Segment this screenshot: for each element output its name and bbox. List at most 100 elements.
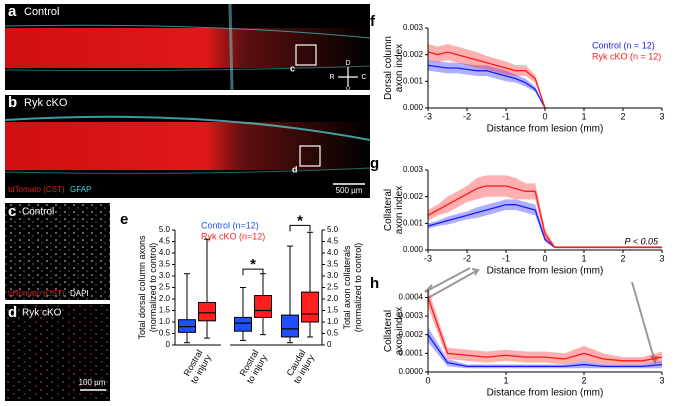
x-tick-label: 0 [542, 253, 547, 263]
y-tick-label: 0.001 [403, 218, 424, 227]
y-axis-label-line: (normalized to control) [148, 243, 158, 333]
y2-tick-label: 5.0 [327, 225, 339, 234]
significance-label: * [250, 256, 256, 273]
y2-tick-label: 1.5 [327, 306, 339, 315]
x-tick-label: 3 [659, 253, 664, 263]
inset-label: d [292, 164, 298, 174]
y-axis-label-line: axon index [394, 307, 405, 355]
y-tick-label: 3.0 [159, 271, 171, 280]
y-axis-label-line: Dorsal column [383, 36, 394, 100]
x-axis-label: Distance from lesion (mm) [487, 124, 604, 135]
stain-label: GFAP [70, 185, 91, 194]
x-tick-label: 1 [581, 253, 586, 263]
box [234, 316, 252, 332]
zoom-arrow [424, 267, 471, 293]
panel-letter: d [8, 304, 17, 321]
panel-letter: c [8, 203, 16, 220]
y-axis-label-line: Total dorsal column axons [137, 235, 147, 340]
box [281, 314, 299, 338]
error-band [428, 288, 662, 365]
box [301, 291, 319, 323]
panel-c-image: c Control tdTomato (CST) DAPI [5, 203, 110, 300]
y2-tick-label: 2.5 [327, 283, 339, 292]
y-tick-label: 1.0 [159, 317, 171, 326]
y-axis-label: Collateralaxon index [383, 307, 405, 355]
y-tick-label: 0.0002 [399, 330, 424, 339]
error-band [428, 175, 662, 249]
y-tick-label: 1.5 [159, 306, 171, 315]
legend-entry: Control (n = 12) [592, 40, 655, 50]
y-tick-label: 0.0003 [399, 311, 424, 320]
y-tick-label: 0.001 [403, 76, 424, 85]
y-axis-label: Dorsal columnaxon index [383, 36, 405, 100]
y-tick-label: 2.5 [159, 283, 171, 292]
x-tick-label: 2 [581, 375, 586, 385]
x-axis-label: Distance from lesion (mm) [487, 388, 604, 399]
y-tick-label: 0.000 [403, 245, 424, 254]
compass-label: V [346, 87, 351, 94]
box [254, 295, 272, 318]
panel-letter: f [370, 13, 376, 30]
y-tick-label: 0 [166, 340, 171, 349]
y2-tick-label: 3.5 [327, 260, 339, 269]
panel-letter: a [8, 3, 17, 20]
x-tick-label: 1 [581, 111, 586, 121]
y-tick-label: 0.0004 [399, 293, 424, 302]
x-tick-label: 1 [503, 375, 508, 385]
x-tick-label: Rostralto injury [180, 348, 213, 386]
error-band [428, 199, 662, 249]
panel-letter: h [370, 275, 379, 292]
compass-label: D [345, 60, 350, 67]
significance-bracket [242, 268, 264, 276]
x-tick-label: -1 [502, 253, 510, 263]
y2-tick-label: 2.0 [327, 294, 339, 303]
scale-bar-label: 500 µm [336, 186, 363, 195]
legend-entry: Ryk cKO (n=12) [201, 231, 265, 241]
annotation: P < 0.05 [625, 236, 659, 246]
y-axis-label-line: axon index [394, 44, 405, 92]
significance-label: * [297, 212, 303, 229]
significance-bracket [289, 224, 311, 232]
x-tick-label: -1 [502, 111, 510, 121]
y-tick-label: 0.0000 [399, 367, 424, 376]
y-tick-label: 2.0 [159, 294, 171, 303]
panel-label: Ryk cKO [24, 97, 68, 109]
error-band [428, 44, 545, 108]
y-axis-label: Total dorsal column axons(normalized to … [137, 235, 158, 340]
series-line [427, 297, 663, 362]
y-axis-label-line: Collateral [383, 310, 394, 352]
panel-b-image: b Ryk cKO d tdTomato (CST) GFAP 500 µm [4, 94, 371, 198]
y-tick-label: 5.0 [159, 225, 171, 234]
y2-tick-label: 3.0 [327, 271, 339, 280]
y-tick-label: 0.003 [403, 23, 424, 32]
y-tick-label: 3.5 [159, 260, 171, 269]
y2-axis-label: Total axon collaterals(normalized to con… [342, 243, 363, 333]
stain-label: tdTomato (CST) [8, 185, 65, 194]
y2-axis-label-line: Total axon collaterals [342, 245, 352, 330]
stain-label: tdTomato (CST) [8, 289, 65, 298]
y-tick-label: 0.000 [403, 103, 424, 112]
panel-a-image: a Control c D R C V [4, 3, 371, 94]
y-tick-label: 4.0 [159, 248, 171, 257]
y-tick-label: 0.003 [403, 165, 424, 174]
x-tick-label: -2 [463, 253, 471, 263]
compass-label: C [361, 74, 366, 81]
y2-tick-label: 0 [327, 340, 332, 349]
x-tick-label: Caudalto injury [283, 348, 316, 386]
y2-tick-label: 1.0 [327, 317, 339, 326]
y-tick-label: 4.5 [159, 237, 171, 246]
x-axis-label: Distance from lesion (mm) [487, 266, 604, 277]
panel-letter: e [120, 211, 128, 228]
error-band [428, 60, 545, 108]
y-tick-label: 0.002 [403, 192, 424, 201]
panel-letter: g [370, 155, 379, 172]
x-tick-label: 0 [425, 375, 430, 385]
box [198, 301, 216, 322]
series-line [427, 185, 662, 248]
y-axis-label-line: Collateral [383, 189, 394, 231]
x-tick-label: 2 [620, 253, 625, 263]
legend-entry: Ryk cKO (n = 12) [592, 51, 661, 61]
compass-label: R [329, 74, 334, 81]
x-tick-label: 2 [620, 111, 625, 121]
